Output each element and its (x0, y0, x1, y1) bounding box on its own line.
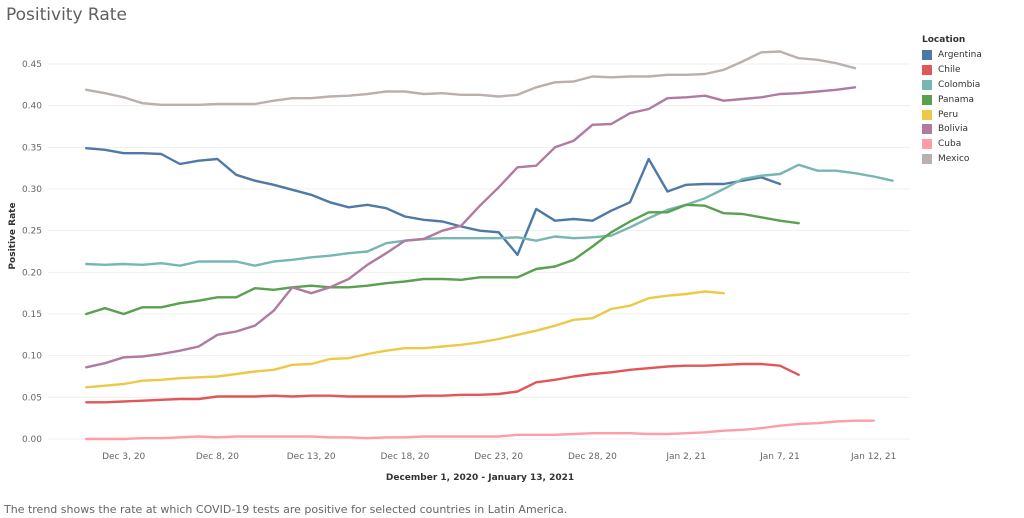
legend-label: Peru (938, 109, 959, 120)
y-tick-label: 0.05 (22, 393, 42, 403)
legend-item-bolivia[interactable]: Bolivia (922, 122, 982, 137)
legend-swatch (922, 153, 932, 164)
x-tick-label: Dec 8, 20 (196, 452, 239, 462)
legend-label: Bolivia (938, 124, 969, 135)
legend-label: Mexico (938, 153, 970, 164)
chart-title: Positivity Rate (6, 5, 127, 25)
legend-label: Panama (938, 94, 975, 105)
series-line-cuba (84, 419, 875, 441)
x-axis-ticks: Dec 3, 20 Dec 8, 20 Dec 13, 20 Dec 18, 20 De… (102, 452, 896, 462)
legend: Argentina Chile Colombia Panama Peru Bolivia C… (922, 48, 982, 166)
legend-label: Argentina (938, 50, 982, 61)
x-tick-label: Jan 12, 21 (850, 452, 896, 462)
legend-label: Colombia (938, 79, 981, 90)
legend-label: Chile (938, 65, 961, 76)
x-tick-label: Dec 23, 20 (474, 452, 523, 462)
legend-item-colombia[interactable]: Colombia (922, 78, 982, 93)
series-line-panama (84, 203, 800, 316)
y-tick-label: 0.25 (22, 227, 42, 237)
series-line-mexico (84, 50, 857, 107)
x-axis-label: December 1, 2020 - January 13, 2021 (386, 473, 574, 483)
legend-item-panama[interactable]: Panama (922, 92, 982, 107)
series-line-peru (84, 290, 725, 389)
x-tick-label: Jan 7, 21 (759, 452, 800, 462)
y-tick-label: 0.10 (22, 352, 42, 362)
y-tick-label: 0.45 (22, 60, 42, 70)
y-axis-ticks: 0.00 0.05 0.10 0.15 0.20 0.25 0.30 0.35 0.40 0.45 (22, 60, 42, 445)
legend-swatch (922, 65, 932, 76)
legend-swatch (922, 50, 932, 61)
legend-swatch (922, 139, 932, 150)
series-line-bolivia (84, 86, 857, 369)
legend-item-argentina[interactable]: Argentina (922, 48, 982, 63)
x-tick-label: Jan 2, 21 (665, 452, 706, 462)
gridlines (48, 63, 910, 440)
series-line-argentina (84, 146, 782, 257)
legend-item-cuba[interactable]: Cuba (922, 137, 982, 152)
y-tick-label: 0.40 (22, 102, 42, 112)
series-lines (84, 50, 894, 441)
legend-item-chile[interactable]: Chile (922, 63, 982, 78)
x-tick-label: Dec 28, 20 (568, 452, 617, 462)
legend-swatch (922, 79, 932, 90)
y-tick-label: 0.00 (22, 435, 42, 445)
series-line-colombia (84, 163, 894, 267)
legend-title: Location (922, 35, 966, 45)
x-tick-label: Dec 18, 20 (380, 452, 429, 462)
legend-label: Cuba (938, 139, 962, 150)
y-axis-label: Positive Rate (8, 202, 18, 269)
x-tick-label: Dec 3, 20 (102, 452, 145, 462)
x-tick-label: Dec 13, 20 (287, 452, 336, 462)
legend-swatch (922, 124, 932, 135)
series-line-chile (84, 362, 800, 404)
y-tick-label: 0.30 (22, 185, 42, 195)
legend-swatch (922, 94, 932, 105)
y-tick-label: 0.35 (22, 143, 42, 153)
chart-caption: The trend shows the rate at which COVID-… (4, 503, 568, 516)
legend-item-mexico[interactable]: Mexico (922, 152, 982, 167)
legend-swatch (922, 109, 932, 120)
y-tick-label: 0.15 (22, 310, 42, 320)
legend-item-peru[interactable]: Peru (922, 107, 982, 122)
y-tick-label: 0.20 (22, 268, 42, 278)
